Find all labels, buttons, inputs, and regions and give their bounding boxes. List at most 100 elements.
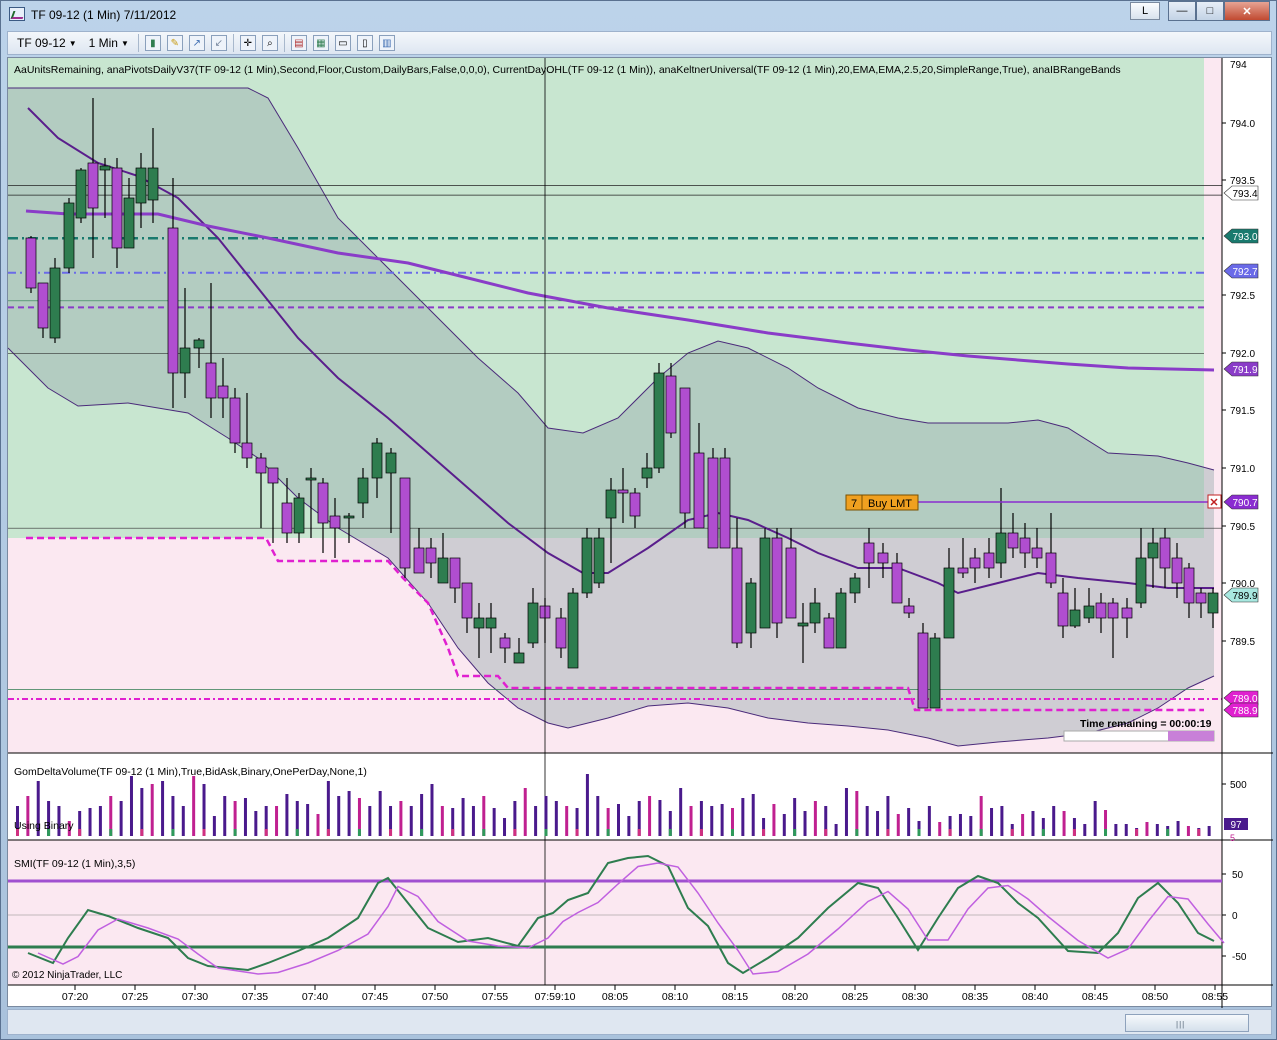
delta-bar (1197, 829, 1201, 836)
volume-bar (793, 798, 797, 836)
volume-bar (1000, 806, 1004, 836)
delta-bar (295, 829, 299, 836)
volume-bar (876, 811, 880, 836)
data-box-icon[interactable]: ▯ (356, 35, 373, 51)
delta-bar (109, 829, 113, 836)
candle (969, 548, 981, 583)
window-title: TF 09-12 (1 Min) 7/11/2012 (31, 8, 177, 22)
candle-body (903, 605, 915, 614)
volume-bottom-label: 5 (1230, 833, 1235, 843)
bar-type-icon[interactable]: ▮ (144, 35, 161, 51)
volume-bar (596, 796, 600, 836)
candle (167, 178, 179, 408)
volume-bar (503, 818, 507, 836)
zoom-out-icon[interactable]: ↙ (210, 35, 227, 51)
candle-body (1045, 552, 1057, 584)
candle-body (135, 167, 147, 204)
volume-bar (192, 776, 196, 836)
candle-body (437, 557, 449, 584)
candle-body (87, 162, 99, 209)
drawing-pencil-icon[interactable]: ✎ (166, 35, 183, 51)
keltner-band (8, 88, 1214, 746)
chart-trader-icon[interactable]: ▥ (378, 35, 395, 51)
zoom-in-icon[interactable]: ↗ (188, 35, 205, 51)
volume-bar (855, 791, 859, 836)
delta-bar (140, 829, 144, 836)
chevron-down-icon: ▼ (120, 38, 129, 48)
candle (343, 513, 355, 543)
horizontal-scrollbar[interactable]: ||| (7, 1009, 1272, 1035)
delta-bar (47, 829, 51, 836)
volume-bar (834, 824, 838, 836)
delta-bar (1072, 829, 1076, 836)
link-button[interactable]: L (1130, 2, 1160, 20)
volume-bar (699, 801, 703, 836)
candle (1083, 588, 1095, 623)
price-marker-label: 788.9 (1232, 706, 1257, 717)
volume-bar (347, 791, 351, 836)
delta-bar (1166, 829, 1170, 836)
price-axis-label: 792.5 (1230, 291, 1255, 302)
candle-body (593, 537, 605, 584)
maximize-button[interactable]: □ (1196, 1, 1224, 21)
candle (461, 582, 473, 633)
candle-body (281, 502, 293, 534)
volume-bar (140, 788, 144, 836)
smi-signal-line (37, 862, 1225, 975)
instrument-selector[interactable]: TF 09-12 ▼ (14, 36, 80, 50)
price-marker-label: 791.9 (1232, 365, 1257, 376)
close-button[interactable]: ✕ (1224, 1, 1270, 21)
price-marker-label: 790.7 (1232, 498, 1257, 509)
scroll-thumb[interactable]: ||| (1125, 1014, 1249, 1032)
volume-bar (844, 788, 848, 836)
candle-body (1007, 532, 1019, 549)
candle (255, 453, 267, 528)
candle (917, 623, 929, 709)
price-marker (1223, 361, 1259, 377)
delta-bar (824, 829, 828, 836)
volume-bar (181, 806, 185, 836)
title-bar[interactable]: TF 09-12 (1 Min) 7/11/2012 L — □ ✕ (1, 1, 1276, 29)
delta-bar (264, 829, 268, 836)
chart-canvas[interactable]: 7 Buy LMT ✕ 794.0 793.5 792.5 792.0 791.5 791.0 7… (7, 57, 1273, 1008)
candle (425, 538, 437, 578)
candle (449, 557, 461, 603)
candle (1195, 588, 1207, 618)
minimize-button[interactable]: — (1168, 1, 1196, 21)
candle (527, 588, 539, 648)
candle-body (641, 467, 653, 479)
candle (785, 528, 797, 619)
magnifier-icon[interactable]: ⌕ (261, 35, 278, 51)
strategies-icon[interactable]: ▦ (312, 35, 329, 51)
candle-body (485, 617, 497, 629)
candle (1069, 588, 1081, 628)
price-marker-label: 789.9 (1232, 591, 1257, 602)
volume-value-text: 97 (1230, 820, 1242, 831)
instrument-label: TF 09-12 (17, 36, 66, 50)
chart-properties-icon[interactable]: ▭ (334, 35, 351, 51)
candle (665, 363, 677, 438)
ib-range-band (8, 58, 1204, 538)
volume-bar (399, 801, 403, 836)
delta-bar (326, 829, 330, 836)
interval-selector[interactable]: 1 Min ▼ (86, 36, 132, 50)
candle-body (983, 552, 995, 569)
delta-bar (1041, 829, 1045, 836)
time-axis-label: 08:20 (782, 991, 808, 1003)
candle (759, 528, 771, 629)
candle (147, 128, 159, 223)
indicators-icon[interactable]: ▤ (290, 35, 307, 51)
volume-bar (782, 814, 786, 836)
chart-svg[interactable]: 7 Buy LMT ✕ 794.0 793.5 792.5 792.0 791.5 791.0 7… (8, 58, 1273, 1008)
time-axis-label: 08:55 (1202, 991, 1228, 1003)
volume-bar (606, 808, 610, 836)
candle (929, 633, 941, 709)
candle-body (1069, 609, 1081, 627)
candle-body (809, 602, 821, 624)
volume-bar (306, 804, 310, 836)
crosshair-icon[interactable]: ✛ (239, 35, 256, 51)
smi-line (27, 854, 1215, 975)
price-axis-label: 791.5 (1230, 406, 1255, 417)
price-axis-label: 790.5 (1230, 522, 1255, 533)
volume-bar (389, 806, 393, 836)
